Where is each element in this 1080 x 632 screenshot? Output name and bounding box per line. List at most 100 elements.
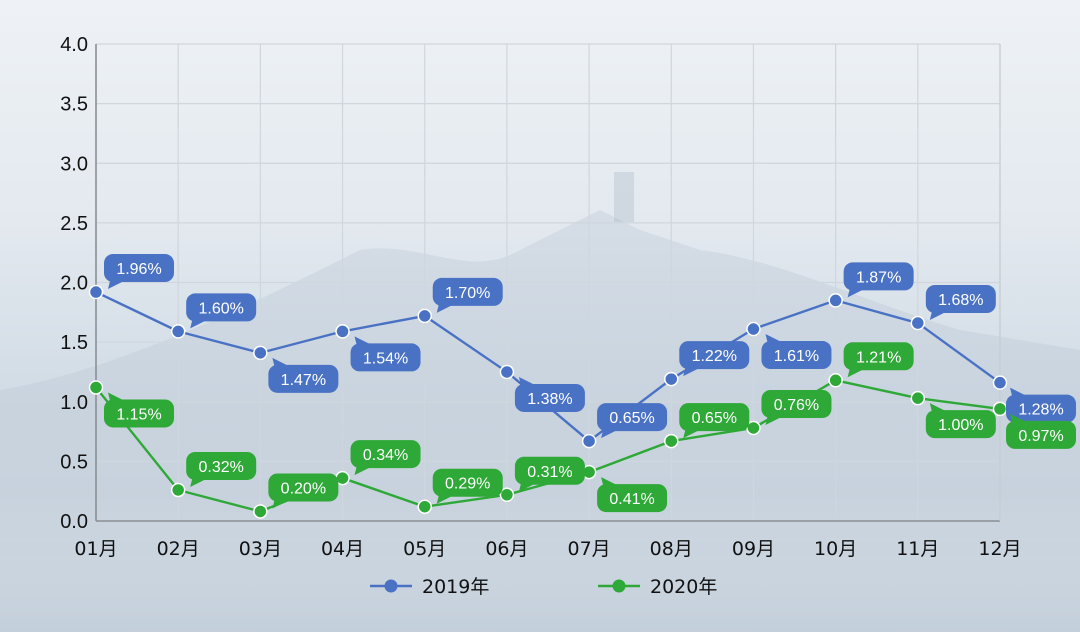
data-label: 0.41% bbox=[597, 477, 668, 513]
data-label-bg bbox=[104, 399, 174, 428]
x-tick-label: 05月 bbox=[403, 538, 446, 560]
data-label-bg bbox=[925, 285, 996, 314]
data-label-text: 1.21% bbox=[856, 349, 901, 366]
data-point bbox=[828, 373, 843, 388]
data-label: 0.29% bbox=[432, 468, 503, 504]
data-label-pointer bbox=[518, 376, 535, 385]
data-label-bg bbox=[104, 254, 174, 283]
data-label-text: 0.65% bbox=[609, 410, 654, 427]
x-tick-label: 06月 bbox=[485, 538, 528, 560]
data-label: 1.68% bbox=[925, 285, 996, 321]
data-label-text: 1.54% bbox=[363, 350, 408, 367]
background-photo bbox=[0, 172, 1080, 632]
x-tick-label: 03月 bbox=[239, 538, 282, 560]
data-label-text: 1.70% bbox=[445, 285, 490, 302]
data-label-text: 0.34% bbox=[363, 447, 408, 464]
data-label: 0.20% bbox=[268, 473, 339, 509]
data-point bbox=[664, 371, 679, 387]
axes bbox=[95, 44, 1001, 522]
y-tick-label: 1.0 bbox=[60, 392, 88, 414]
data-label-text: 0.65% bbox=[692, 410, 737, 427]
data-point bbox=[828, 293, 843, 308]
data-label-pointer bbox=[354, 467, 371, 476]
x-tick-label: 04月 bbox=[321, 538, 364, 560]
data-label: 0.31% bbox=[514, 456, 585, 492]
data-label-bg bbox=[514, 456, 585, 485]
data-point bbox=[88, 380, 104, 395]
data-label: 1.15% bbox=[104, 392, 174, 428]
data-label: 0.65% bbox=[679, 403, 750, 439]
data-point bbox=[581, 433, 597, 449]
data-label-text: 1.60% bbox=[198, 300, 243, 317]
data-point bbox=[253, 504, 268, 519]
data-point bbox=[499, 364, 515, 380]
data-label: 0.32% bbox=[186, 451, 257, 487]
y-tick-label: 3.5 bbox=[60, 94, 88, 116]
data-label-text: 0.32% bbox=[198, 459, 243, 476]
series-0 bbox=[88, 284, 1008, 449]
data-label-pointer bbox=[190, 320, 207, 329]
y-tick-label: 0.0 bbox=[60, 511, 88, 533]
data-label-text: 1.96% bbox=[116, 261, 161, 278]
data-point bbox=[335, 324, 350, 339]
legend-label: 2020年 bbox=[650, 576, 717, 598]
data-label: 1.96% bbox=[104, 254, 174, 290]
data-label-bg bbox=[1006, 420, 1076, 449]
data-label-pointer bbox=[1010, 413, 1026, 422]
data-label-bg bbox=[432, 468, 503, 497]
data-label-bg bbox=[268, 473, 339, 502]
data-label-bg bbox=[597, 403, 668, 432]
data-label-pointer bbox=[354, 336, 371, 345]
x-tick-label: 02月 bbox=[157, 538, 200, 560]
data-label-pointer bbox=[108, 392, 124, 401]
y-tick-label: 3.0 bbox=[60, 153, 88, 175]
data-label-pointer bbox=[847, 289, 864, 298]
data-label-text: 1.28% bbox=[1018, 402, 1063, 419]
x-tick-label: 01月 bbox=[74, 538, 117, 560]
data-label: 1.21% bbox=[843, 342, 914, 378]
data-label-pointer bbox=[683, 368, 700, 377]
series-group: 1.96% 1.60% 1.47% 1.54% 1.70% 1.38% 0.65% 1.22%… bbox=[88, 254, 1076, 519]
data-label-pointer bbox=[929, 403, 946, 412]
data-label-text: 1.15% bbox=[116, 406, 161, 423]
data-point bbox=[664, 433, 679, 449]
data-label-bg bbox=[761, 341, 832, 370]
data-label-pointer bbox=[601, 477, 618, 486]
data-label-text: 1.00% bbox=[938, 417, 983, 434]
data-label-text: 1.87% bbox=[856, 269, 901, 286]
data-label-bg bbox=[843, 342, 914, 371]
x-tick-label: 10月 bbox=[814, 538, 857, 560]
data-label-pointer bbox=[1010, 387, 1026, 396]
legend-marker bbox=[612, 579, 626, 593]
data-label-text: 0.31% bbox=[527, 464, 572, 481]
x-tick-label: 12月 bbox=[978, 538, 1021, 560]
data-label-text: 0.76% bbox=[774, 397, 819, 414]
y-tick-label: 4.0 bbox=[60, 34, 88, 56]
data-label: 1.60% bbox=[186, 293, 257, 329]
data-label-pointer bbox=[272, 500, 289, 509]
data-label-bg bbox=[186, 293, 257, 322]
data-label-text: 0.41% bbox=[609, 491, 654, 508]
y-tick-label: 1.5 bbox=[60, 332, 88, 354]
x-axis-tick-labels: 01月 02月 03月 04月 05月 06月 07月 08月 09月 10月 11月 12月 bbox=[74, 538, 1021, 560]
data-label-pointer bbox=[436, 304, 453, 313]
data-label: 1.70% bbox=[432, 277, 503, 313]
data-point bbox=[253, 345, 268, 361]
data-label: 1.00% bbox=[925, 403, 996, 439]
series-0-labels: 1.96% 1.60% 1.47% 1.54% 1.70% 1.38% 0.65% 1.22%… bbox=[104, 254, 1076, 439]
data-label-text: 1.38% bbox=[527, 391, 572, 408]
data-label: 1.28% bbox=[1006, 387, 1076, 423]
data-label-bg bbox=[597, 484, 668, 513]
data-label-pointer bbox=[190, 478, 207, 487]
series-1-labels: 1.15% 0.32% 0.20% 0.34% 0.29% 0.31% 0.41% 0.65%… bbox=[104, 342, 1076, 513]
data-point bbox=[170, 482, 186, 498]
data-label-pointer bbox=[765, 416, 782, 425]
data-point bbox=[992, 401, 1008, 417]
data-label-bg bbox=[925, 410, 996, 439]
y-axis-tick-labels: 0.0 0.5 1.0 1.5 2.0 2.5 3.0 3.5 4.0 bbox=[60, 34, 88, 533]
data-label-pointer bbox=[108, 281, 124, 290]
data-label-pointer bbox=[436, 495, 453, 504]
x-tick-label: 11月 bbox=[896, 538, 939, 560]
data-label-text: 1.68% bbox=[938, 292, 983, 309]
